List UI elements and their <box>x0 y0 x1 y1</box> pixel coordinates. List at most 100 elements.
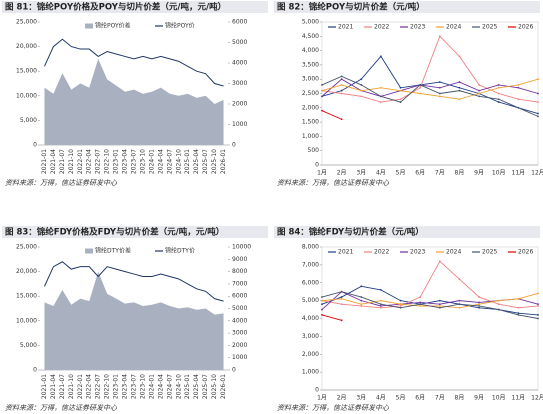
point <box>340 319 343 322</box>
x-tick-label: 1月 <box>317 395 327 402</box>
point <box>340 290 343 293</box>
point <box>380 101 382 103</box>
x-tick-label: 6月 <box>415 395 425 402</box>
point <box>360 95 363 98</box>
y-tick-label: 3,000 <box>302 76 319 83</box>
point <box>419 301 422 304</box>
line <box>321 314 342 321</box>
point <box>517 98 520 101</box>
point <box>438 86 441 89</box>
point <box>340 303 343 306</box>
point <box>458 89 461 92</box>
title-bar <box>274 226 540 238</box>
x-tick-label: 2025-07 <box>202 374 209 399</box>
point <box>399 89 402 92</box>
legend-label: 2026 <box>518 249 533 256</box>
x-tick-label: 3月 <box>356 395 366 402</box>
point <box>537 78 539 81</box>
point <box>419 92 422 95</box>
x-tick-label: 2025-01 <box>184 374 191 399</box>
x-tick-label: 2023-07 <box>131 374 138 399</box>
point <box>340 297 343 300</box>
x-tick-label: 2023-07 <box>131 149 138 174</box>
point <box>537 305 539 307</box>
point <box>340 78 343 81</box>
point <box>380 303 382 306</box>
point <box>340 118 343 121</box>
x-tick-label: 2021-10 <box>68 149 75 174</box>
x-tick-label: 2022-01 <box>77 374 84 399</box>
x-tick-label: 7月 <box>435 170 445 177</box>
line <box>44 261 224 302</box>
point <box>438 303 441 306</box>
y-tick-label: 25,000 <box>16 19 37 26</box>
x-tick-label: 5月 <box>396 170 406 177</box>
y2-tick-label: 0 <box>232 367 236 374</box>
point <box>497 101 500 103</box>
point <box>458 86 461 89</box>
title-bar <box>2 1 268 13</box>
point <box>380 305 382 307</box>
point <box>438 81 441 83</box>
point <box>321 89 323 92</box>
point <box>399 86 402 89</box>
legend-label: 2023 <box>410 249 425 256</box>
line <box>321 291 539 319</box>
y-tick-label: 1,000 <box>302 133 319 140</box>
point <box>478 306 480 309</box>
y2-tick-label: 10000 <box>232 244 251 251</box>
x-tick-label: 3月 <box>356 170 366 177</box>
point <box>537 112 539 115</box>
y-tick-label: 500 <box>308 147 320 154</box>
chart-title: 图 81：锦纶POY价格及POY与切片价差（元/吨，元/吨） <box>5 2 226 13</box>
x-tick-label: 2023-01 <box>113 374 120 399</box>
line <box>321 260 539 309</box>
x-tick-label: 2022-04 <box>86 374 93 399</box>
y-tick-label: 5,000 <box>302 297 319 304</box>
x-tick-label: 10月 <box>492 170 506 177</box>
point <box>517 312 520 315</box>
point <box>517 106 520 109</box>
y-tick-label: 2,000 <box>302 104 319 111</box>
point <box>497 86 500 89</box>
point <box>419 86 422 89</box>
line <box>321 55 539 114</box>
legend-label: 2025 <box>482 249 497 256</box>
x-tick-label: 8月 <box>455 170 465 177</box>
x-tick-label: 2023-10 <box>139 149 146 174</box>
point <box>360 296 363 298</box>
x-tick-label: 8月 <box>455 395 465 402</box>
x-tick-label: 9月 <box>474 395 484 402</box>
line <box>321 35 539 103</box>
x-tick-label: 2021-01 <box>41 374 48 399</box>
y-tick-label: 2,000 <box>302 351 319 358</box>
y2-tick-label: 5000 <box>232 39 247 46</box>
y2-tick-label: 6000 <box>232 293 247 300</box>
y-tick-label: 15,000 <box>16 293 37 300</box>
x-tick-label: 9月 <box>474 170 484 177</box>
y-tick-label: 4,000 <box>302 315 319 322</box>
point <box>478 303 480 306</box>
y-tick-label: 0 <box>315 162 319 169</box>
x-tick-label: 2月 <box>337 170 347 177</box>
x-tick-label: 2025-10 <box>211 374 218 399</box>
point <box>478 95 480 98</box>
point <box>399 306 402 309</box>
point <box>537 115 539 118</box>
point <box>419 296 422 298</box>
point <box>321 308 323 311</box>
x-tick-label: 6月 <box>415 170 425 177</box>
x-tick-label: 2021-04 <box>50 374 57 399</box>
legend-swatch <box>85 248 93 254</box>
y-tick-label: 0 <box>33 367 37 374</box>
point <box>458 278 461 281</box>
point <box>360 78 363 81</box>
y-tick-label: 20,000 <box>16 268 37 275</box>
point <box>360 305 363 307</box>
y-tick-label: 10,000 <box>16 92 37 99</box>
plot-frame <box>321 246 539 391</box>
point <box>438 306 441 309</box>
point <box>399 299 402 302</box>
y-tick-label: 20,000 <box>16 43 37 50</box>
y2-tick-label: 2000 <box>232 342 247 349</box>
